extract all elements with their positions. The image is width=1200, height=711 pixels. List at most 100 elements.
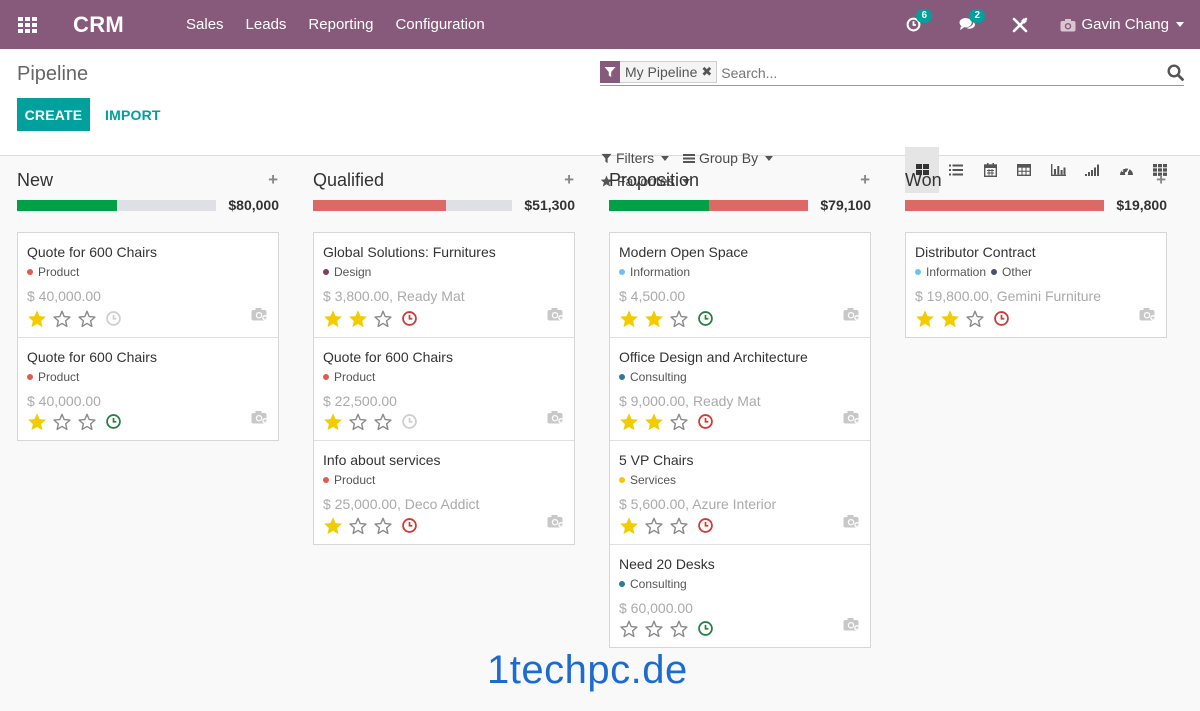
kanban-card[interactable]: Quote for 600 Chairs Product $ 22,500.00 <box>314 336 574 441</box>
star-filled-icon[interactable] <box>619 412 639 431</box>
assignee-avatar-icon[interactable] <box>547 410 564 429</box>
column-progress-bar[interactable] <box>17 199 216 211</box>
star-empty-icon[interactable] <box>77 412 97 431</box>
star-empty-icon[interactable] <box>669 619 689 638</box>
activity-clock-icon[interactable] <box>401 310 418 327</box>
progress-segment-red[interactable] <box>905 199 1104 211</box>
activity-clock-icon[interactable] <box>105 310 122 327</box>
search-input[interactable] <box>721 65 1142 81</box>
quick-create-plus-icon[interactable]: + <box>564 170 574 189</box>
assignee-avatar-icon[interactable] <box>843 410 860 429</box>
calendar-view-button[interactable] <box>973 147 1007 193</box>
assignee-avatar-icon[interactable] <box>843 514 860 533</box>
assignee-avatar-icon[interactable] <box>251 307 268 326</box>
star-empty-icon[interactable] <box>77 309 97 328</box>
assignee-avatar-icon[interactable] <box>843 307 860 326</box>
debug-tools-button[interactable] <box>1012 17 1028 33</box>
kanban-view-button[interactable] <box>905 147 939 193</box>
quick-create-plus-icon[interactable]: + <box>268 170 278 189</box>
cohort-view-button[interactable] <box>1075 147 1109 193</box>
activity-clock-icon[interactable] <box>697 517 714 534</box>
star-filled-icon[interactable] <box>644 309 664 328</box>
graph-view-button[interactable] <box>1041 147 1075 193</box>
column-progress-bar[interactable] <box>905 199 1104 211</box>
star-filled-icon[interactable] <box>348 309 368 328</box>
star-empty-icon[interactable] <box>373 309 393 328</box>
kanban-card[interactable]: Need 20 Desks Consulting $ 60,000.00 <box>610 543 870 648</box>
create-button[interactable]: CREATE <box>17 98 90 131</box>
facet-remove-icon[interactable]: ✖ <box>701 64 713 79</box>
star-empty-icon[interactable] <box>965 309 985 328</box>
user-menu[interactable]: Gavin Chang <box>1060 16 1184 33</box>
search-icon[interactable] <box>1167 64 1184 86</box>
quick-create-plus-icon[interactable]: + <box>1156 170 1166 189</box>
grid-view-button[interactable] <box>1143 147 1177 193</box>
progress-segment-red[interactable] <box>708 199 808 211</box>
activity-clock-icon[interactable] <box>697 413 714 430</box>
star-empty-icon[interactable] <box>644 619 664 638</box>
star-filled-icon[interactable] <box>27 309 47 328</box>
star-empty-icon[interactable] <box>669 516 689 535</box>
progress-segment-green[interactable] <box>17 199 117 211</box>
star-empty-icon[interactable] <box>644 516 664 535</box>
messages-button[interactable]: 2 <box>959 9 985 32</box>
kanban-card[interactable]: Modern Open Space Information $ 4,500.00 <box>610 233 870 337</box>
activity-clock-icon[interactable] <box>401 413 418 430</box>
list-view-button[interactable] <box>939 147 973 193</box>
menu-leads[interactable]: Leads <box>245 16 287 33</box>
dashboard-view-button[interactable] <box>1109 147 1143 193</box>
activity-clock-icon[interactable] <box>401 517 418 534</box>
assignee-avatar-icon[interactable] <box>1139 307 1156 326</box>
import-button[interactable]: IMPORT <box>105 106 161 123</box>
star-empty-icon[interactable] <box>52 412 72 431</box>
star-filled-icon[interactable] <box>915 309 935 328</box>
activity-clock-icon[interactable] <box>697 620 714 637</box>
favorites-dropdown[interactable]: Favorites <box>600 173 690 189</box>
app-brand[interactable]: CRM <box>73 11 125 37</box>
star-filled-icon[interactable] <box>27 412 47 431</box>
star-filled-icon[interactable] <box>323 412 343 431</box>
assignee-avatar-icon[interactable] <box>547 514 564 533</box>
column-progress-bar[interactable] <box>313 199 512 211</box>
progress-segment-green[interactable] <box>609 199 709 211</box>
star-empty-icon[interactable] <box>348 516 368 535</box>
menu-sales[interactable]: Sales <box>186 16 224 33</box>
star-empty-icon[interactable] <box>669 309 689 328</box>
activity-clock-icon[interactable] <box>105 413 122 430</box>
activity-clock-icon[interactable] <box>697 310 714 327</box>
star-empty-icon[interactable] <box>52 309 72 328</box>
activity-clock-icon[interactable] <box>993 310 1010 327</box>
kanban-card[interactable]: Office Design and Architecture Consulting… <box>610 336 870 441</box>
column-title[interactable]: Won <box>905 169 942 190</box>
star-empty-icon[interactable] <box>348 412 368 431</box>
filters-dropdown[interactable]: Filters <box>601 150 670 166</box>
star-filled-icon[interactable] <box>619 309 639 328</box>
menu-configuration[interactable]: Configuration <box>395 16 485 33</box>
apps-grid-icon[interactable] <box>18 16 38 33</box>
column-progress-bar[interactable] <box>609 199 808 211</box>
groupby-dropdown[interactable]: Group By <box>683 150 774 166</box>
kanban-card[interactable]: Global Solutions: Furnitures Design $ 3,80… <box>314 233 574 337</box>
quick-create-plus-icon[interactable]: + <box>860 170 870 189</box>
kanban-card[interactable]: 5 VP Chairs Services $ 5,600.00, Azure Int… <box>610 440 870 544</box>
progress-segment-red[interactable] <box>313 199 447 211</box>
star-empty-icon[interactable] <box>669 412 689 431</box>
star-empty-icon[interactable] <box>619 619 639 638</box>
column-title[interactable]: Proposition <box>609 169 700 190</box>
assignee-avatar-icon[interactable] <box>251 410 268 429</box>
star-filled-icon[interactable] <box>323 309 343 328</box>
kanban-card[interactable]: Quote for 600 Chairs Product $ 40,000.00 <box>18 233 278 337</box>
kanban-card[interactable]: Info about services Product $ 25,000.00, D… <box>314 440 574 544</box>
assignee-avatar-icon[interactable] <box>547 307 564 326</box>
star-filled-icon[interactable] <box>644 412 664 431</box>
star-filled-icon[interactable] <box>619 516 639 535</box>
star-empty-icon[interactable] <box>373 412 393 431</box>
star-filled-icon[interactable] <box>940 309 960 328</box>
pivot-view-button[interactable] <box>1007 147 1041 193</box>
star-empty-icon[interactable] <box>373 516 393 535</box>
column-title[interactable]: Qualified <box>313 169 385 190</box>
menu-reporting[interactable]: Reporting <box>308 16 374 33</box>
assignee-avatar-icon[interactable] <box>843 617 860 636</box>
star-filled-icon[interactable] <box>323 516 343 535</box>
kanban-card[interactable]: Quote for 600 Chairs Product $ 40,000.00 <box>18 336 278 441</box>
